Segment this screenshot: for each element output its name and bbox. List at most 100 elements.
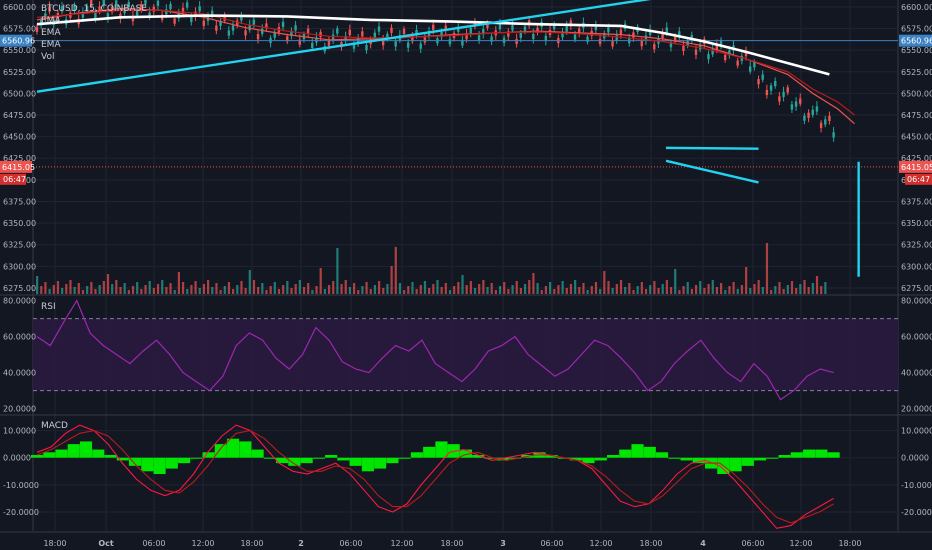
macd-histogram-bar — [227, 438, 240, 458]
candle-body — [807, 112, 810, 118]
candle-body — [152, 6, 155, 12]
candle-body — [265, 23, 268, 29]
candle-body — [790, 104, 794, 110]
volume-bar — [657, 288, 660, 294]
macd-histogram-bar — [692, 457, 705, 464]
price-axis-label-left: 6300.00 — [3, 262, 36, 271]
ema-mid-line — [36, 9, 855, 116]
volume-bar — [348, 287, 352, 294]
candle-body — [165, 9, 168, 15]
volume-bar — [803, 280, 806, 294]
candle-body — [190, 16, 193, 23]
time-axis-label: 12:00 — [789, 539, 812, 548]
volume-bar — [590, 286, 593, 294]
volume-bar — [327, 285, 331, 294]
candle-body — [644, 35, 648, 41]
macd-histogram-bar — [631, 444, 644, 458]
volume-bar — [561, 281, 564, 294]
candle-body — [432, 24, 435, 30]
candle-body — [298, 39, 301, 45]
rsi-pane-label[interactable]: RSI — [41, 302, 56, 312]
macd-histogram-bar — [92, 449, 105, 458]
candle-body — [419, 43, 422, 49]
ema-legend-1[interactable]: EMA — [41, 16, 61, 26]
volume-bar — [790, 281, 794, 294]
candle-body — [131, 16, 135, 22]
volume-bar — [81, 290, 85, 294]
volume-bar — [181, 282, 185, 294]
volume-bar — [415, 289, 418, 294]
volume-bar — [569, 284, 573, 294]
candle-body — [648, 29, 652, 36]
volume-bar — [749, 288, 752, 294]
ema-legend-2[interactable]: EMA — [41, 28, 61, 38]
volume-bar — [261, 283, 264, 294]
volume-bar — [365, 282, 368, 294]
volume-bar — [448, 290, 452, 294]
volume-bar — [528, 280, 531, 294]
macd-axis-label-left: -10.0000 — [3, 481, 39, 490]
candle-body — [490, 36, 493, 42]
price-axis-label-left: 6575.00 — [3, 25, 36, 34]
volume-bar — [770, 290, 773, 294]
volume-bar — [169, 283, 172, 294]
volume-legend[interactable]: Vol — [41, 52, 55, 62]
candle-body — [60, 6, 64, 12]
volume-bar — [269, 286, 272, 294]
macd-histogram-bar — [251, 449, 264, 458]
volume-bar — [515, 281, 518, 294]
candle-body — [73, 5, 76, 12]
volume-bar — [478, 284, 481, 294]
macd-histogram-bar — [754, 457, 767, 461]
price-axis-label-right: 6275.00 — [901, 284, 932, 293]
volume-bar — [423, 281, 427, 294]
candle-body — [127, 2, 130, 8]
volume-bar — [628, 283, 631, 294]
volume-bar — [386, 284, 389, 294]
candle-body — [198, 6, 201, 12]
volume-bar — [227, 282, 231, 294]
countdown-right-bg — [905, 173, 932, 185]
hline-tag-right: 6560.96 — [901, 37, 932, 46]
volume-bar — [298, 280, 301, 294]
candle-body — [231, 25, 235, 31]
candle-body — [569, 20, 573, 26]
volume-bar — [332, 281, 335, 294]
macd-histogram-bar — [803, 449, 816, 458]
macd-histogram-bar — [790, 452, 803, 458]
macd-histogram-bar — [778, 455, 791, 458]
macd-histogram-bar — [178, 457, 191, 464]
volume-bar — [294, 284, 297, 294]
candle-body — [673, 36, 677, 42]
candle-body — [98, 6, 101, 12]
volume-bar — [795, 288, 798, 294]
candle-body — [815, 106, 819, 112]
volume-bar — [165, 287, 168, 294]
macd-histogram-bar — [766, 457, 779, 459]
candle-body — [765, 89, 769, 96]
candle-body — [653, 44, 656, 50]
candle-body — [202, 20, 206, 26]
volume-bar — [106, 274, 110, 294]
candle-body — [457, 26, 460, 32]
volume-bar — [319, 268, 322, 294]
candle-body — [102, 0, 105, 6]
candle-body — [348, 29, 352, 36]
volume-bar — [432, 284, 435, 294]
volume-bar — [86, 286, 89, 294]
volume-bar — [265, 290, 268, 294]
volume-bar — [390, 266, 393, 294]
rsi-axis-label-right: 60.0000 — [901, 333, 932, 342]
volume-bar — [757, 280, 760, 294]
candle-body — [181, 7, 185, 13]
candle-body — [336, 28, 339, 34]
macd-pane-label[interactable]: MACD — [41, 421, 68, 431]
volume-bar — [90, 282, 93, 294]
ema-legend-3[interactable]: EMA — [41, 40, 61, 50]
candle-body — [782, 91, 785, 98]
macd-histogram-bar — [594, 457, 607, 461]
volume-bar — [282, 285, 285, 294]
volume-bar — [765, 243, 769, 294]
volume-bar — [632, 290, 635, 294]
